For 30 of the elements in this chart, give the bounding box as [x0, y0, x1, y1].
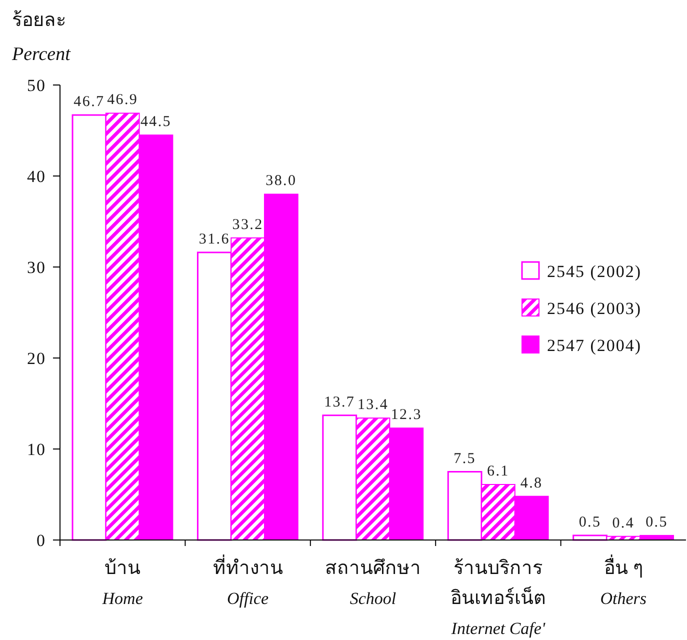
data-label: 7.5 — [454, 450, 476, 467]
data-label: 6.1 — [487, 463, 510, 480]
x-tick-label: บ้าน Home — [101, 558, 144, 608]
data-label: 33.2 — [232, 216, 264, 233]
y-tick-label: 40 — [27, 166, 46, 186]
data-label: 13.4 — [357, 397, 389, 414]
y-axis-title: ร้อยละ Percent — [11, 10, 72, 65]
data-label: 0.4 — [612, 515, 635, 532]
data-label: 46.9 — [107, 92, 138, 108]
x-tick-label: สถานศึกษา School — [325, 558, 421, 608]
x-tick-label: อื่น ๆ Others — [600, 554, 647, 608]
data-label: 13.7 — [324, 394, 356, 410]
data-label: 0.5 — [646, 514, 668, 530]
y-tick-label: 0 — [36, 530, 46, 550]
legend-label: 2546 (2003) — [547, 298, 642, 318]
x-tick-label: ที่ทำงาน Office — [212, 554, 283, 608]
data-label: 0.5 — [578, 514, 602, 530]
data-label: 12.3 — [390, 407, 422, 424]
x-tick-label: ร้านบริการ อินเทอร์เน็ต Internet Cafe' — [450, 558, 546, 638]
data-label: 44.5 — [140, 114, 172, 130]
data-label: 4.8 — [520, 475, 543, 492]
y-tick-label: 30 — [27, 258, 46, 277]
y-tick-label: 50 — [27, 76, 46, 95]
data-label: 46.7 — [74, 94, 105, 110]
data-label: 31.6 — [198, 231, 230, 248]
legend-label: 2545 (2002) — [547, 262, 642, 281]
y-tick-label: 20 — [27, 348, 46, 368]
y-tick-label: 10 — [27, 440, 46, 459]
legend-label: 2547 (2004) — [547, 336, 642, 355]
data-label: 38.0 — [266, 173, 297, 190]
